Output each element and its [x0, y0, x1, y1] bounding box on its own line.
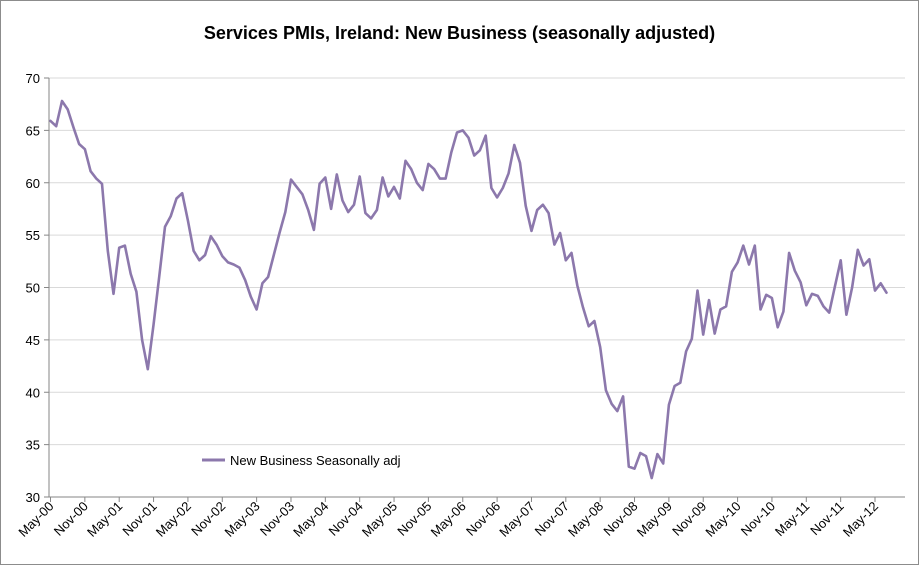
chart-title: Services PMIs, Ireland: New Business (se…	[203, 23, 716, 43]
gridlines	[49, 77, 905, 446]
legend: New Business Seasonally adj	[202, 453, 401, 468]
x-tick-label: Nov-10	[738, 499, 778, 539]
x-tick-label: May-11	[772, 499, 813, 540]
y-tick-label: 55	[26, 228, 40, 243]
x-tick-label: May-02	[153, 499, 194, 540]
y-tick-label: 60	[26, 176, 40, 191]
series-layer	[49, 99, 888, 480]
x-tick-label: May-09	[634, 499, 675, 540]
x-tick-label: Nov-02	[188, 499, 228, 539]
x-tick-label: May-03	[221, 499, 262, 540]
x-tick-label: Nov-07	[532, 499, 572, 539]
y-tick-label: 30	[26, 490, 40, 505]
axes	[44, 77, 905, 502]
x-tick-label: Nov-05	[394, 499, 434, 539]
x-tick-label: Nov-06	[463, 499, 503, 539]
x-tick-label: Nov-11	[807, 499, 847, 539]
x-tick-label: May-06	[428, 499, 469, 540]
x-tick-label: May-04	[290, 499, 331, 540]
y-tick-label: 70	[26, 71, 40, 86]
x-tick-label: Nov-09	[669, 499, 709, 539]
x-tick-label: Nov-00	[51, 499, 91, 539]
x-tick-label: Nov-03	[257, 499, 297, 539]
y-tick-label: 40	[26, 385, 40, 400]
series-line	[49, 99, 888, 480]
x-tick-label: May-01	[84, 499, 125, 540]
x-tick-label: May-05	[359, 499, 400, 540]
x-tick-label: May-12	[840, 499, 881, 540]
y-axis-tick-labels: 30 35 40 45 50 55 60 65 70	[26, 71, 40, 505]
y-tick-label: 65	[26, 123, 40, 138]
x-tick-label: Nov-04	[326, 499, 366, 539]
x-tick-label: May-10	[702, 499, 743, 540]
legend-label: New Business Seasonally adj	[230, 453, 401, 468]
x-tick-label: Nov-08	[600, 499, 640, 539]
y-tick-label: 35	[26, 438, 40, 453]
x-tick-label: May-08	[565, 499, 606, 540]
y-tick-label: 50	[26, 281, 40, 296]
x-tick-label: May-07	[496, 499, 537, 540]
x-tick-label: Nov-01	[119, 499, 159, 539]
x-axis-tick-labels: May-00Nov-00May-01Nov-01May-02Nov-02May-…	[15, 499, 881, 540]
y-tick-label: 45	[26, 333, 40, 348]
